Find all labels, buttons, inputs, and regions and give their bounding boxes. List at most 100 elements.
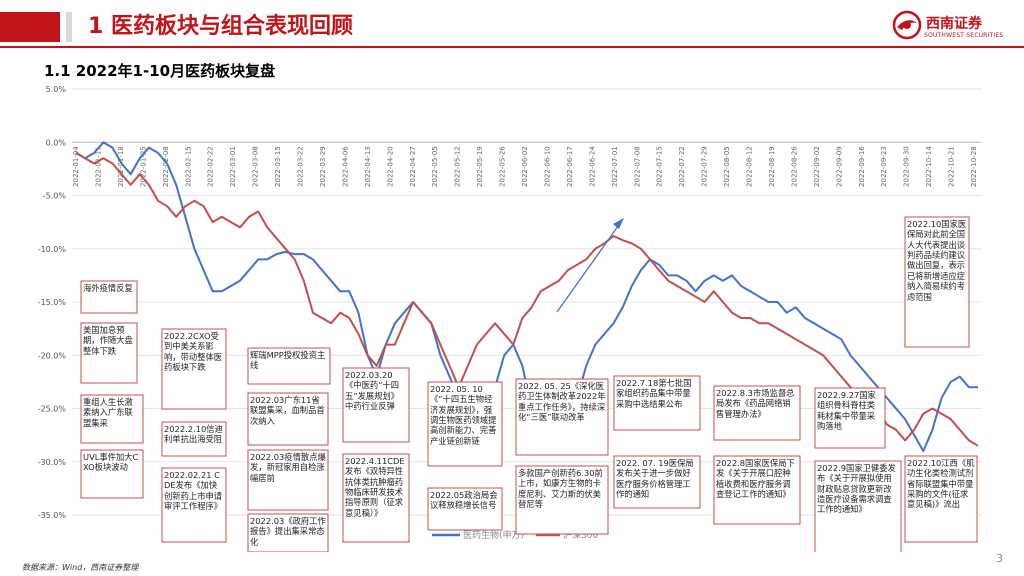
annotation-border xyxy=(613,455,701,509)
x-tick-label: 2022-10-21 xyxy=(948,146,956,187)
annotation-box: 2022.7.18第七批国家组织药品集中带量采购中选结果公布 xyxy=(613,375,701,431)
y-tick-label: -10.0% xyxy=(38,245,67,254)
x-tick-label: 2022-06-24 xyxy=(588,146,596,187)
x-tick-label: 2022-04-06 xyxy=(341,146,349,187)
y-tick-label: 0.0% xyxy=(46,138,67,147)
x-tick-label: 2022-05-26 xyxy=(499,146,507,187)
annotation-box: 2022.8国家医保局下发《关于开展口腔种植收费和医疗服务调查登记工作的通知》 xyxy=(713,455,801,525)
header-red-block xyxy=(0,12,60,42)
annotation-text: 2022.4.11CDE发布《双特异性抗体类抗肿瘤药物临床研发技术指导原则（征求… xyxy=(345,456,405,518)
y-tick-label: -20.0% xyxy=(38,351,67,360)
x-tick-label: 2022-01-04 xyxy=(72,146,80,187)
annotation-border xyxy=(515,465,609,535)
x-tick-label: 2022-08-19 xyxy=(768,146,776,187)
legend-label-1: 医药生物(申万) xyxy=(463,529,524,541)
annotation-border xyxy=(161,328,227,410)
logo-text-en: SOUTHWEST SECURITIES xyxy=(924,32,1004,39)
annotation-container: 2022.9国家卫健委发布《关于开展拟使用财政贴息贷款更新改造医疗设备需求调查工… xyxy=(817,463,896,514)
annotation-border xyxy=(713,455,801,525)
x-tick-label: 2022-10-28 xyxy=(970,146,978,187)
annotation-text: 2022.8国家医保局下发《关于开展口腔种植收费和医疗服务调查登记工作的通知》 xyxy=(716,458,795,500)
annotation-container: 2022.8国家医保局下发《关于开展口腔种植收费和医疗服务调查登记工作的通知》 xyxy=(716,458,795,500)
x-tick-label: 2022-04-20 xyxy=(386,146,394,187)
annotation-box: 2022.05政治局会议释放稳增长信号 xyxy=(427,487,503,531)
header-grey-strip xyxy=(66,12,72,42)
x-tick-label: 2022-03-08 xyxy=(252,146,260,187)
x-tick-label: 2022-09-02 xyxy=(813,146,821,187)
annotation-box: 2022.10国家医保局对此前全国人大代表提出谈判药品续约建议做出回复，表示已将… xyxy=(904,216,970,348)
section-title: 1.1 2022年1-10月医药板块复盘 xyxy=(44,62,276,80)
annotation-text: 多款国产创新药6.30前上市，如康方生物的卡度尼利、艾力斯的伏美替尼等 xyxy=(518,468,603,510)
x-tick-label: 2022-07-08 xyxy=(633,146,641,187)
x-tick-label: 2022-07-15 xyxy=(656,146,664,187)
annotation-box: 辉瑞MPP授权投资主线 xyxy=(247,347,331,385)
annotation-border xyxy=(161,467,227,543)
x-tick-label: 2022-02-08 xyxy=(162,146,170,187)
x-tick-label: 2022-09-30 xyxy=(903,146,911,187)
annotation-box: 2022.02.21 CDE发布《加快创新药上市申请审评工作程序》 xyxy=(161,467,227,543)
annotation-text: 2022.8.3市场监督总局发布《药品网络销售管理办法》 xyxy=(716,388,795,419)
x-axis: 2022-01-04 2022-01-11 2022-01-18 2022-01-25… xyxy=(72,146,978,187)
x-tick-label: 2022-03-01 xyxy=(229,146,237,187)
x-tick-label: 2022-02-15 xyxy=(184,146,192,187)
x-tick-label: 2022-03-22 xyxy=(297,146,305,187)
annotation-container: 辉瑞MPP授权投资主线 xyxy=(250,350,326,371)
annotation-container: 2022.4.11CDE发布《双特异性抗体类抗肿瘤药物临床研发技术指导原则（征求… xyxy=(345,456,405,518)
annotation-box: 2022.9国家卫健委发布《关于开展拟使用财政贴息贷款更新改造医疗设备需求调查工… xyxy=(814,460,902,552)
y-tick-label: -15.0% xyxy=(38,298,67,307)
x-tick-label: 2022-07-01 xyxy=(611,146,619,187)
title-divider xyxy=(0,46,1024,48)
annotation-text: 2022.9.27国家组织骨科脊柱类耗材集中带量采购落地 xyxy=(817,390,876,432)
annotation-container: 2022. 07. 19医保局发布关于进一步做好医疗服务价格管理工作的通知 xyxy=(616,458,694,499)
annotation-container: 2022.03广东11省联盟集采，血制品首次纳入 xyxy=(250,395,325,426)
x-tick-label: 2022-02-22 xyxy=(207,146,215,187)
annotation-container: 2022.10江西《肌功生化类检测试剂省际联盟集中带量采购的文件(征求意见稿)》… xyxy=(907,458,975,510)
annotation-border xyxy=(814,460,902,552)
series-line-2 xyxy=(75,152,979,447)
annotation-border xyxy=(80,280,138,314)
header-bar: 1 医药板块与组合表现回顾 西南证券 SOUTHWEST SECURITIES xyxy=(0,0,1024,55)
annotation-border xyxy=(161,421,227,457)
annotation-container: 2022.05政治局会议释放稳增长信号 xyxy=(430,490,498,510)
annotation-border xyxy=(713,385,801,441)
annotation-border xyxy=(247,347,331,385)
annotation-box: 2022.10江西《肌功生化类检测试剂省际联盟集中带量采购的文件(征求意见稿)》… xyxy=(904,455,978,543)
annotation-box: 2022.03.20《中医药“十四五”发展规划》中药行业反弹 xyxy=(342,367,410,443)
annotation-box: 美国加息预期，作随大盘整体下跌 xyxy=(80,322,138,384)
annotation-text: 2022.10国家医保局对此前全国人大代表提出谈判药品续约建议做出回复，表示已将… xyxy=(907,219,967,302)
annotation-text: UVL事件加大CXO板块波动 xyxy=(83,452,139,473)
annotation-text: 辉瑞MPP授权投资主线 xyxy=(250,350,326,371)
annotation-border xyxy=(247,392,329,446)
annotation-border xyxy=(427,381,503,467)
x-tick-label: 2022-09-23 xyxy=(880,146,888,187)
annotation-text: 2022. 05. 10《“十四五生物经济发展规划》，强调生物医药领域提高创新能… xyxy=(430,384,497,446)
x-tick-label: 2022-05-05 xyxy=(431,146,439,187)
annotation-box: UVL事件加大CXO板块波动 xyxy=(80,449,144,499)
annotation-border xyxy=(342,453,410,543)
x-tick-label: 2022-01-18 xyxy=(117,146,125,187)
annotation-container: 2022.03《政府工作报告》提出集采常态化 xyxy=(250,516,326,547)
annotation-border xyxy=(80,322,138,384)
line-chart: 5.0% 0.0% -5.0% -10.0% -15.0% -20.0% -25.0% -30… xyxy=(38,85,982,552)
y-axis: 5.0% 0.0% -5.0% -10.0% -15.0% -20.0% -25.0% -30… xyxy=(38,85,67,520)
annotation-container: 2022.2.10信迪利单抗出海受阻 xyxy=(164,424,223,444)
annotation-box: 2022.4.11CDE发布《双特异性抗体类抗肿瘤药物临床研发技术指导原则（征求… xyxy=(342,453,410,543)
x-tick-label: 2022-08-05 xyxy=(723,146,731,187)
trend-arrow xyxy=(556,221,622,313)
trend-arrow-head xyxy=(613,218,624,229)
y-tick-label: -25.0% xyxy=(38,405,67,414)
x-tick-label: 2022-06-17 xyxy=(566,146,574,187)
annotation-box: 2022.03疫情散点爆发，新冠家用自检涨幅居前 xyxy=(247,449,329,511)
annotation-container: 2022.7.18第七批国家组织药品集中带量采购中选结果公布 xyxy=(616,378,691,409)
annotation-text: 美国加息预期，作随大盘整体下跌 xyxy=(83,325,133,356)
annotation-border xyxy=(515,378,609,456)
annotation-box: 2022. 07. 19医保局发布关于进一步做好医疗服务价格管理工作的通知 xyxy=(613,455,701,509)
annotation-border xyxy=(814,387,886,449)
annotation-box: 2022.03广东11省联盟集采，血制品首次纳入 xyxy=(247,392,329,446)
x-tick-label: 2022-10-14 xyxy=(925,146,933,187)
y-tick-label: -30.0% xyxy=(38,458,67,467)
x-tick-label: 2022-03-15 xyxy=(274,146,282,187)
annotation-text: 2022.10江西《肌功生化类检测试剂省际联盟集中带量采购的文件(征求意见稿)》… xyxy=(907,458,975,510)
x-tick-label: 2022-04-27 xyxy=(409,146,417,187)
x-tick-label: 2022-06-10 xyxy=(543,146,551,187)
